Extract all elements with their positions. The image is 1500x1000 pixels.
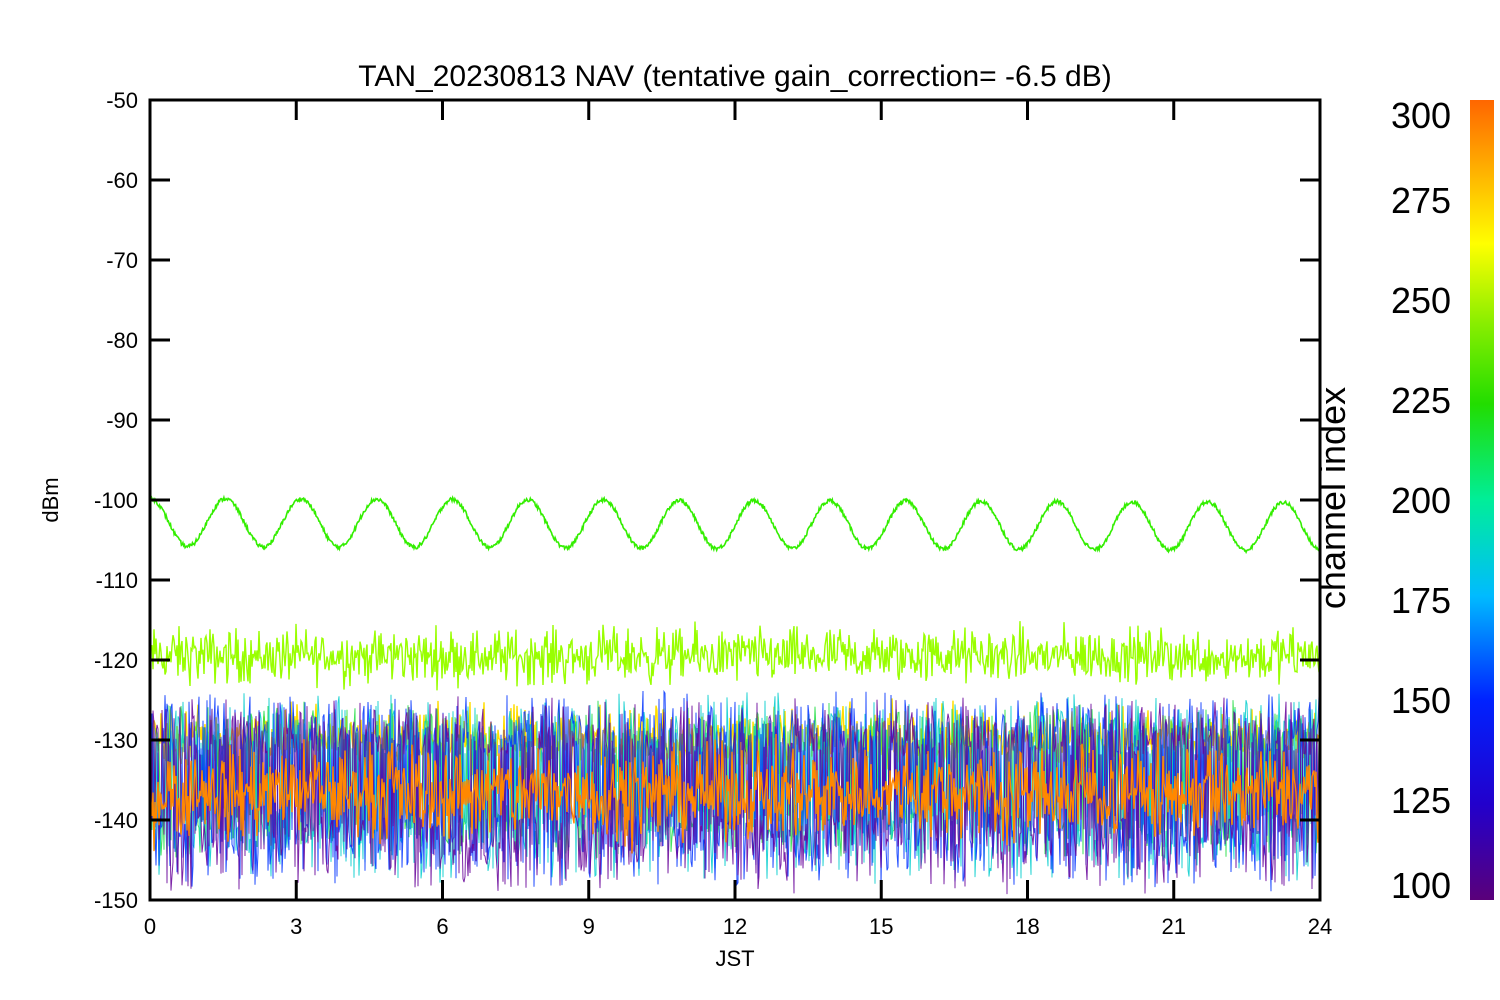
x-tick-label: 18 — [1015, 914, 1039, 939]
x-axis-ticks: 0 3 6 9 12 15 18 21 24 — [144, 100, 1332, 939]
x-axis-label: JST — [715, 946, 754, 971]
noise-band-ch225 — [150, 700, 1320, 860]
y-tick-label: -80 — [106, 328, 138, 353]
colorbar-ticks: 300 275 250 225 200 175 150 125 100 — [1391, 95, 1451, 906]
colorbar-tick-label: 225 — [1391, 380, 1451, 421]
sinusoid-series — [150, 494, 1320, 555]
y-tick-label: -50 — [106, 88, 138, 113]
y-tick-label: -90 — [106, 408, 138, 433]
colorbar-tick-label: 250 — [1391, 280, 1451, 321]
y-tick-label: -120 — [94, 648, 138, 673]
x-tick-label: 12 — [723, 914, 747, 939]
chart-title: TAN_20230813 NAV (tentative gain_correct… — [358, 60, 1112, 93]
x-tick-label: 9 — [583, 914, 595, 939]
noise-band-ch290 — [150, 732, 1320, 854]
sinusoid-line-ch240 — [150, 494, 1320, 555]
colorbar-tick-label: 200 — [1391, 480, 1451, 521]
x-tick-label: 15 — [869, 914, 893, 939]
y-tick-label: -60 — [106, 168, 138, 193]
noise-band-ch110 — [150, 696, 1320, 895]
y-tick-label: -130 — [94, 728, 138, 753]
colorbar-tick-label: 300 — [1391, 95, 1451, 136]
x-tick-label: 0 — [144, 914, 156, 939]
colorbar-tick-label: 175 — [1391, 580, 1451, 621]
y-axis-ticks: -50 -60 -70 -80 -90 -100 -110 -120 -130 -140 -150 — [94, 88, 1320, 913]
colorbar-tick-label: 150 — [1391, 680, 1451, 721]
y-axis-label: dBm — [38, 477, 63, 522]
x-tick-label: 6 — [436, 914, 448, 939]
y-tick-label: -70 — [106, 248, 138, 273]
y-tick-label: -150 — [94, 888, 138, 913]
colorbar — [1470, 100, 1494, 900]
noise-band-ch255 — [150, 621, 1320, 691]
colorbar-tick-label: 125 — [1391, 780, 1451, 821]
colorbar-tick-label: 275 — [1391, 180, 1451, 221]
y-tick-label: -140 — [94, 808, 138, 833]
y-tick-label: -100 — [94, 488, 138, 513]
x-tick-label: 3 — [290, 914, 302, 939]
x-tick-label: 24 — [1308, 914, 1332, 939]
x-tick-label: 21 — [1162, 914, 1186, 939]
colorbar-tick-label: 100 — [1391, 865, 1451, 906]
y-tick-label: -110 — [96, 568, 138, 593]
noise-bands — [150, 621, 1320, 895]
colorbar-label: channel index — [1312, 387, 1353, 609]
